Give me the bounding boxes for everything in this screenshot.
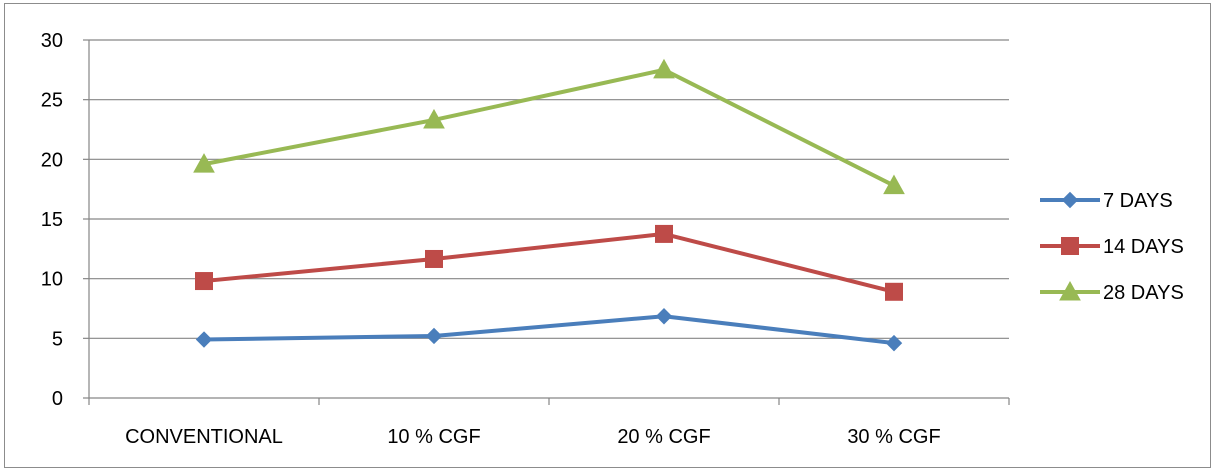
- data-point-28-days: [883, 174, 905, 195]
- gridlines: [89, 39, 1009, 339]
- y-tick-label: 15: [41, 209, 63, 231]
- legend-label: 7 DAYS: [1103, 190, 1173, 212]
- series-lines: [193, 58, 905, 352]
- data-point-7-days: [425, 327, 443, 345]
- x-tick-label: 30 % CGF: [847, 426, 940, 448]
- x-tick-label: CONVENTIONAL: [125, 426, 283, 448]
- axes: 0 5 10 15 20 25 30 CONVENTIONAL 10 % CGF 20 % CGF…: [41, 30, 1010, 448]
- data-point-7-days: [885, 334, 903, 352]
- y-tick-label: 25: [41, 90, 63, 112]
- data-point-14-days: [195, 272, 213, 291]
- data-point-14-days: [655, 224, 673, 243]
- x-tick-label: 10 % CGF: [387, 426, 480, 448]
- series-line-28-days: [202, 67, 896, 188]
- legend-item-14-days: 14 DAYS: [1040, 236, 1184, 258]
- data-point-7-days: [655, 308, 673, 325]
- data-point-28-days: [193, 153, 215, 173]
- legend-label: 14 DAYS: [1103, 236, 1184, 258]
- x-tick-label: 20 % CGF: [617, 426, 710, 448]
- legend-item-28-days: 28 DAYS: [1040, 280, 1184, 304]
- legend-marker-swatch: [1061, 191, 1079, 209]
- y-tick-label: 20: [41, 149, 63, 171]
- y-tick-label: 10: [41, 269, 63, 291]
- data-point-14-days: [425, 249, 443, 268]
- series-line-7-days: [202, 314, 896, 346]
- data-point-7-days: [195, 331, 213, 348]
- data-point-28-days: [653, 58, 675, 79]
- legend-item-7-days: 7 DAYS: [1040, 190, 1173, 212]
- legend-marker-swatch: [1059, 280, 1081, 301]
- legend-label: 28 DAYS: [1103, 282, 1184, 304]
- legend: 7 DAYS 14 DAYS 28 DAYS: [1040, 190, 1184, 304]
- y-tick-label: 0: [52, 388, 63, 410]
- data-point-28-days: [423, 108, 445, 129]
- y-tick-label: 30: [41, 30, 63, 52]
- data-point-14-days: [885, 282, 903, 301]
- y-tick-label: 5: [52, 328, 63, 350]
- series-line-14-days: [202, 231, 896, 294]
- legend-marker-swatch: [1061, 237, 1079, 255]
